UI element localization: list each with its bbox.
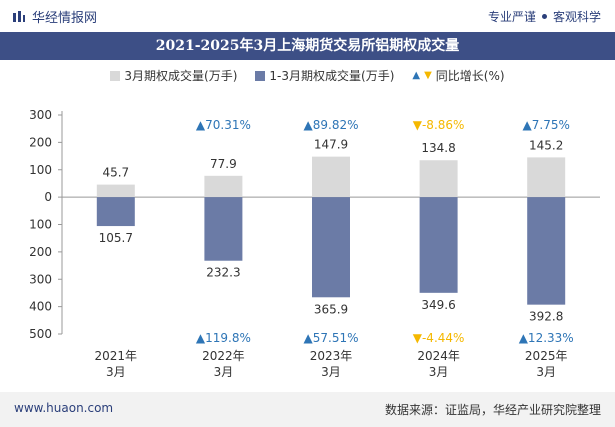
bar-cumulative	[312, 197, 350, 298]
y-tick-label: 200	[29, 245, 52, 259]
y-tick-label: 300	[29, 108, 52, 122]
slogan-left: 专业严谨	[487, 10, 536, 24]
x-tick-label: 2021年	[95, 349, 138, 363]
legend-item-yoy: ▲ ▼ 同比增长(%)	[412, 67, 504, 84]
y-tick-label: 500	[29, 327, 52, 341]
data-label-cumulative: 232.3	[206, 266, 240, 280]
y-tick-label: 100	[29, 218, 52, 232]
legend-swatch-cumulative	[255, 70, 266, 81]
data-label-march: 145.2	[529, 138, 563, 152]
legend-swatch-march	[110, 70, 121, 81]
y-tick-label: 400	[29, 300, 52, 314]
yoy-label-march: ▲70.31%	[196, 118, 251, 132]
bar-chart: 300 200 100 0 100 200 300 400 500 45.7 105.7 2021年 3…	[29, 108, 600, 379]
data-label-march: 45.7	[102, 166, 129, 180]
bar-cumulative	[527, 197, 566, 305]
bar-march	[419, 160, 458, 198]
chart-legend: 3月期权成交量(万手) 1-3月期权成交量(万手) ▲ ▼ 同比增长(%)	[0, 67, 615, 84]
slogan-dot-icon	[541, 14, 547, 19]
x-tick-label: 3月	[536, 365, 556, 379]
yoy-label-cumulative: ▲12.33%	[519, 331, 574, 345]
yoy-label-cumulative: ▲119.8%	[196, 331, 251, 345]
brand-logo-icon	[13, 10, 25, 22]
data-label-cumulative: 392.8	[529, 310, 563, 324]
data-label-march: 77.9	[210, 157, 237, 171]
legend-item-march: 3月期权成交量(万手)	[110, 67, 237, 84]
brand-name: 华经情报网	[32, 11, 98, 26]
data-label-cumulative: 349.6	[421, 298, 455, 312]
footer-website: www.huaon.com	[14, 401, 114, 415]
legend-label-cumulative: 1-3月期权成交量(万手)	[269, 69, 395, 83]
x-tick-label: 2025年	[525, 349, 568, 363]
y-tick-label: 0	[44, 190, 52, 204]
x-tick-label: 2022年	[202, 349, 245, 363]
x-tick-label: 2024年	[417, 349, 460, 363]
y-tick-label: 100	[29, 163, 52, 177]
yoy-label-march: ▲89.82%	[304, 118, 359, 132]
x-tick-label: 3月	[429, 365, 449, 379]
triangle-up-icon: ▲	[412, 70, 421, 81]
yoy-label-march: ▲7.75%	[523, 118, 570, 132]
data-label-march: 147.9	[314, 138, 348, 152]
x-tick-label: 3月	[106, 365, 126, 379]
legend-label-march: 3月期权成交量(万手)	[124, 69, 238, 83]
bar-cumulative	[419, 197, 458, 293]
slogan-right: 客观科学	[552, 10, 601, 24]
bar-march	[312, 156, 350, 198]
y-tick-label: 200	[29, 135, 52, 149]
footer: www.huaon.com 数据来源：证监局，华经产业研究院整理	[0, 392, 615, 427]
slogan: 专业严谨 客观科学	[488, 8, 601, 25]
bar-march	[204, 175, 243, 198]
top-bar: 华经情报网 专业严谨 客观科学	[0, 0, 615, 32]
brand: 华经情报网	[12, 7, 97, 26]
triangle-down-icon: ▼	[424, 70, 432, 81]
bar-cumulative	[204, 197, 243, 261]
data-label-cumulative: 105.7	[99, 231, 133, 245]
legend-label-yoy: 同比增长(%)	[435, 69, 505, 83]
yoy-label-march: ▼-8.86%	[413, 118, 465, 132]
data-label-march: 134.8	[421, 141, 455, 155]
yoy-label-cumulative: ▲57.51%	[304, 331, 359, 345]
bar-march	[527, 157, 566, 198]
yoy-label-cumulative: ▼-4.44%	[413, 331, 465, 345]
bar-cumulative	[96, 197, 135, 227]
chart-title: 2021-2025年3月上海期货交易所铝期权成交量	[0, 32, 615, 60]
x-tick-label: 2023年	[310, 349, 353, 363]
footer-source: 数据来源：证监局，华经产业研究院整理	[384, 403, 601, 417]
bar-march	[96, 184, 135, 198]
x-tick-label: 3月	[321, 365, 341, 379]
data-label-cumulative: 365.9	[314, 302, 348, 316]
x-tick-label: 3月	[214, 365, 234, 379]
legend-item-cumulative: 1-3月期权成交量(万手)	[255, 67, 394, 84]
y-tick-label: 300	[29, 272, 52, 286]
